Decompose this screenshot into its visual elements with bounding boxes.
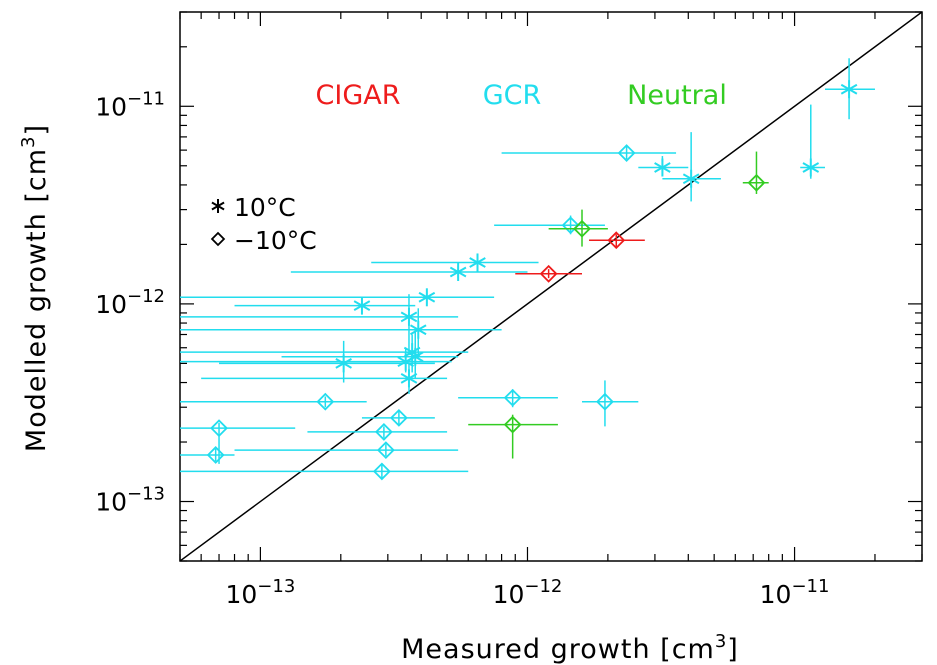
data-point-cigar [589,231,645,250]
data-point-gcr [458,388,558,408]
legend-item-asterisk: 10°C [211,193,296,222]
data-point-gcr [180,334,469,373]
data-point-gcr [201,363,448,394]
data-point-gcr [180,462,469,481]
data-point-gcr [662,132,721,202]
plot-frame [179,11,923,562]
data-point-neutral [548,209,608,247]
legend-label: 10°C [234,193,296,222]
data-point-gcr [180,288,495,307]
data-point-gcr [234,296,416,315]
data-point-gcr [180,294,459,356]
data-point-neutral [468,414,558,459]
y-tick-label: 10−11 [95,88,165,121]
data-point-gcr [281,328,459,379]
data-point-gcr [494,215,605,235]
data-point-cigar [515,264,583,283]
axis-tick-labels: 10−13 10−12 10−11 10−13 10−12 10−11 [95,88,829,609]
data-point-gcr [638,156,689,177]
legend-label: −10°C [234,226,317,255]
x-tick-label: 10−13 [225,576,295,609]
data-point-gcr [180,446,235,464]
data-point-gcr [582,380,639,427]
one-to-one-line [180,12,922,561]
data-point-gcr [825,58,875,120]
data-point-gcr [501,144,677,162]
data-point-gcr [307,422,448,441]
y-axis-label: Modelled growth [cm3] [18,124,52,452]
data-point-neutral [742,151,769,194]
category-label-gcr: GCR [483,80,542,111]
axis-ticks [179,11,923,562]
x-axis-label: Measured growth [cm3] [401,631,739,665]
category-label-neutral: Neutral [627,80,727,111]
legend: 10°C −10°C [210,193,317,255]
x-tick-label: 10−12 [493,576,563,609]
data-point-gcr [361,408,435,427]
data-point-gcr [180,308,502,356]
data-point-gcr [180,347,452,373]
y-tick-label: 10−13 [95,484,165,517]
x-tick-label: 10−11 [760,576,830,609]
data-point-gcr [290,263,528,282]
data-point-gcr [219,340,435,383]
plot-area [180,12,922,561]
data-point-gcr [180,392,367,411]
category-label-cigar: CIGAR [316,80,401,111]
y-tick-label: 10−12 [95,286,165,319]
data-point-gcr [800,104,826,179]
data-point-gcr [180,419,296,464]
legend-item-diamond: −10°C [210,226,317,255]
data-point-gcr [371,253,539,273]
category-labels: CIGAR GCR Neutral [316,80,727,111]
data-point-gcr [234,441,459,460]
